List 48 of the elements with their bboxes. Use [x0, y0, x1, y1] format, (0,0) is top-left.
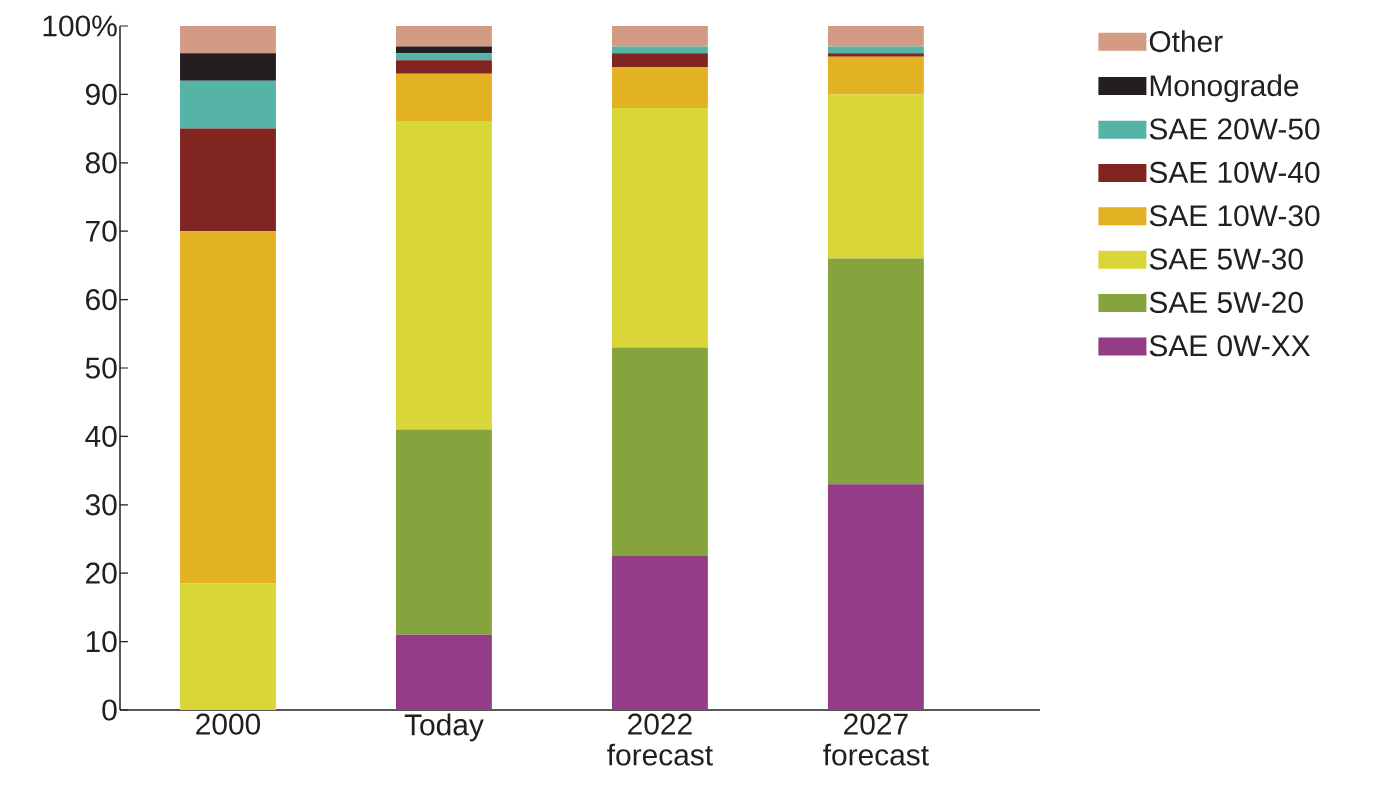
bar — [827, 25, 924, 47]
y-tick-label: 80 — [85, 152, 117, 174]
y-tick-label: 70 — [86, 220, 117, 242]
y-tick-label: 60 — [86, 289, 117, 311]
y-tick-label: 20 — [86, 562, 117, 584]
bar — [611, 347, 708, 557]
bar — [396, 53, 492, 61]
bar — [396, 60, 492, 74]
y-tick-label: 90 — [85, 83, 117, 105]
legend-label: SAE 0W-XX — [1149, 335, 1310, 357]
bar — [827, 56, 924, 95]
bar — [396, 73, 492, 122]
bar — [180, 80, 276, 129]
bar — [611, 53, 708, 68]
bar — [180, 128, 276, 232]
y-tick-label: 40 — [85, 425, 117, 447]
y-tick-label: 100% — [43, 15, 117, 37]
bar — [396, 121, 492, 430]
x-tick-label: 2027 forecast — [823, 713, 929, 766]
bar — [180, 231, 276, 584]
legend-label: SAE 10W-40 — [1149, 161, 1320, 183]
y-tick-label: 0 — [102, 699, 117, 721]
bar — [827, 258, 924, 485]
bar — [611, 108, 708, 348]
bar — [396, 429, 492, 635]
bar — [611, 556, 708, 710]
x-tick-label: 2000 — [196, 713, 261, 735]
bar — [180, 25, 276, 54]
bar — [611, 25, 708, 47]
legend-label: SAE 5W-30 — [1149, 248, 1303, 270]
legend-label: SAE 10W-30 — [1149, 205, 1320, 227]
bar — [180, 53, 276, 81]
y-tick-label: 30 — [85, 494, 117, 516]
legend-label: SAE 5W-20 — [1149, 291, 1303, 314]
x-tick-label: Today — [404, 713, 484, 742]
bar — [396, 25, 492, 47]
bar — [827, 484, 924, 710]
bar — [180, 583, 276, 710]
x-tick-label: 2022 forecast — [607, 713, 713, 766]
bar — [827, 53, 924, 57]
legend-label: SAE 20W-50 — [1149, 118, 1320, 140]
legend-label: Other — [1149, 30, 1223, 53]
y-tick-label: 10 — [86, 631, 117, 653]
bar — [396, 634, 492, 710]
bar — [827, 94, 924, 259]
bar — [611, 67, 708, 109]
legend-label: Monograde — [1150, 74, 1299, 103]
y-tick-label: 50 — [85, 357, 117, 379]
